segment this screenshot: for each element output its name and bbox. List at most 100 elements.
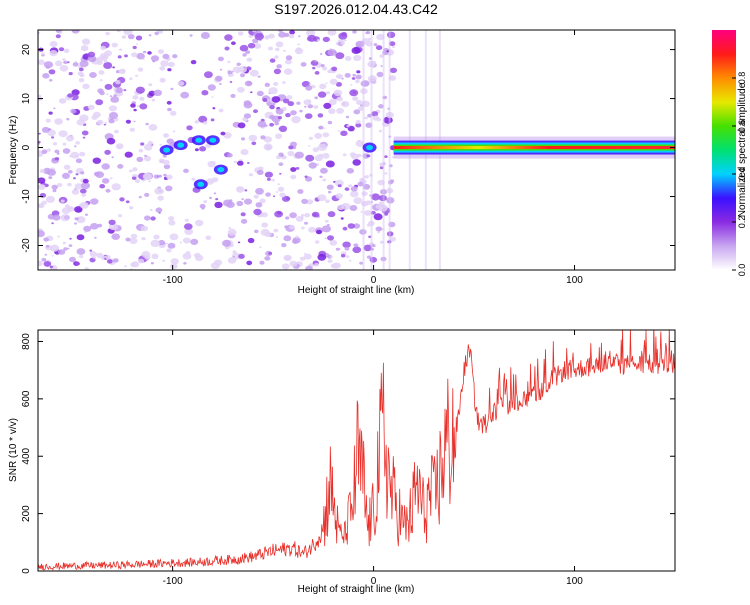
noise-blob xyxy=(240,218,248,224)
noise-blob xyxy=(240,149,249,156)
noise-blob xyxy=(51,184,58,190)
noise-blob xyxy=(172,54,178,59)
noise-blob xyxy=(82,83,90,90)
noise-blob xyxy=(312,66,316,70)
noise-blob xyxy=(290,167,297,172)
noise-blob xyxy=(340,217,344,220)
noise-blob xyxy=(320,64,325,68)
noise-blob xyxy=(168,216,175,221)
spectrogram-x-tick-label: 100 xyxy=(566,275,583,286)
noise-blob xyxy=(344,187,350,191)
noise-blob xyxy=(246,81,252,86)
noise-blob xyxy=(166,248,172,253)
noise-blob xyxy=(346,124,350,128)
noise-blob xyxy=(130,103,136,108)
noise-blob xyxy=(49,79,53,82)
noise-blob xyxy=(352,91,356,94)
noise-blob xyxy=(256,90,264,97)
noise-blob xyxy=(237,160,244,166)
noise-blob xyxy=(125,237,131,242)
noise-blob xyxy=(207,161,216,168)
noise-blob xyxy=(248,173,253,177)
noise-blob xyxy=(356,70,361,74)
noise-blob xyxy=(147,51,152,55)
noise-blob xyxy=(389,236,397,242)
snr-x-tick-label: 100 xyxy=(566,576,583,587)
noise-blob xyxy=(96,119,104,125)
noise-blob xyxy=(198,115,208,123)
noise-blob xyxy=(47,129,56,137)
noise-blob xyxy=(67,61,70,64)
noise-blob xyxy=(290,174,297,180)
noise-blob xyxy=(172,130,176,133)
noise-blob xyxy=(360,211,363,213)
noise-blob xyxy=(183,168,189,173)
noise-blob xyxy=(62,241,67,245)
noise-blob xyxy=(119,197,125,202)
noise-blob xyxy=(348,184,353,188)
noise-blob xyxy=(120,68,126,73)
noise-blob xyxy=(240,212,246,217)
noise-blob xyxy=(325,82,328,85)
snr-y-tick-label: 600 xyxy=(21,390,32,407)
spectrogram-x-label: Height of straight line (km) xyxy=(298,285,415,296)
noise-blob xyxy=(329,239,338,246)
noise-blob xyxy=(124,265,127,268)
noise-blob xyxy=(303,253,312,260)
noise-blob xyxy=(62,172,70,179)
noise-blob xyxy=(51,222,54,225)
noise-blob xyxy=(237,86,245,93)
noise-blob xyxy=(268,33,275,39)
noise-blob xyxy=(129,127,135,132)
noise-blob xyxy=(74,206,83,213)
noise-blob xyxy=(337,184,342,188)
noise-blob xyxy=(179,241,183,244)
noise-blob xyxy=(144,255,151,260)
noise-blob xyxy=(52,189,57,193)
noise-blob xyxy=(255,202,263,208)
noise-blob xyxy=(314,263,319,267)
noise-blob xyxy=(240,73,245,78)
noise-blob xyxy=(75,141,80,145)
noise-blob xyxy=(266,177,271,181)
noise-blob xyxy=(131,52,138,58)
noise-blob xyxy=(80,188,87,194)
noise-blob xyxy=(150,262,154,265)
noise-blob xyxy=(301,226,305,230)
noise-blob xyxy=(42,73,50,79)
noise-blob xyxy=(96,60,103,65)
bright-spot-core xyxy=(366,144,374,151)
noise-blob xyxy=(97,223,103,228)
noise-blob xyxy=(117,164,124,169)
noise-blob xyxy=(204,71,213,79)
noise-blob xyxy=(227,153,233,158)
noise-blob xyxy=(203,200,208,204)
noise-blob xyxy=(81,130,89,136)
noise-blob xyxy=(268,87,278,95)
noise-blob xyxy=(177,81,185,86)
spectrogram-y-ticks: -20 -10 0 10 20 xyxy=(21,44,675,253)
noise-blob xyxy=(167,68,172,72)
noise-blob xyxy=(308,136,313,140)
colorbar-ticks: 0.0 0.2 0.4 0.6 0.8 xyxy=(732,72,747,276)
noise-blob xyxy=(264,231,272,237)
noise-blob xyxy=(45,118,51,123)
noise-blob xyxy=(39,193,47,198)
noise-blob xyxy=(93,111,101,118)
noise-blob xyxy=(314,132,323,139)
noise-blob xyxy=(94,236,97,239)
noise-blob xyxy=(247,162,250,164)
noise-blob xyxy=(105,31,110,36)
noise-blob xyxy=(132,167,138,172)
noise-blob xyxy=(184,218,189,222)
noise-blob xyxy=(253,208,262,216)
noise-blob xyxy=(131,261,140,268)
noise-blob xyxy=(38,260,43,267)
noise-blob xyxy=(301,198,308,204)
noise-blob xyxy=(203,121,208,125)
noise-blob xyxy=(38,184,46,190)
noise-blob xyxy=(190,238,199,245)
noise-blob xyxy=(241,198,244,201)
noise-blob xyxy=(317,194,327,202)
noise-blob xyxy=(260,135,266,140)
